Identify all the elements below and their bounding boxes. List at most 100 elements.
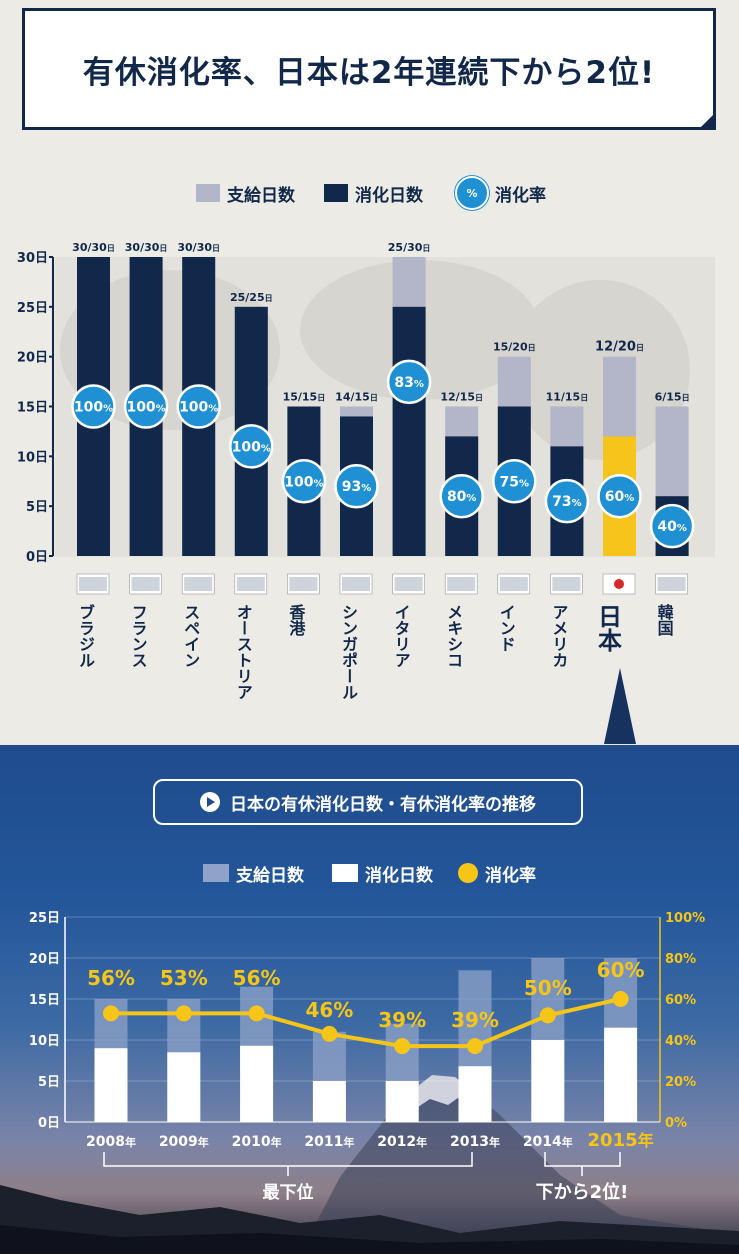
top-label: 30/30日 bbox=[72, 241, 115, 254]
country-label: イタリア bbox=[392, 604, 411, 668]
used-bar bbox=[604, 1027, 638, 1122]
map-continent-shape bbox=[60, 270, 280, 430]
legend2-used-swatch bbox=[332, 864, 358, 882]
top-label: 12/20日 bbox=[595, 340, 644, 355]
year-label: 2012年 bbox=[377, 1134, 427, 1150]
y2-tick-label: 20% bbox=[665, 1075, 696, 1090]
y-tick-label: 25日 bbox=[17, 301, 48, 316]
used-bar bbox=[392, 306, 426, 556]
rate-point bbox=[175, 1005, 192, 1022]
country-label: 韓国 bbox=[655, 603, 674, 637]
rate-circle bbox=[649, 503, 695, 549]
second-label: 下から2位! bbox=[536, 1181, 629, 1203]
rate-circle bbox=[229, 424, 274, 469]
country-chart: 0日 5日 10日 15日 20日 25日 30日 30/30日 100% ブラジル 30/30日 1… bbox=[17, 241, 715, 700]
top-label: 6/15日 bbox=[655, 391, 690, 404]
y-tick-label: 15日 bbox=[29, 993, 60, 1008]
rate-label: 60% bbox=[605, 489, 635, 505]
rate-point bbox=[539, 1007, 556, 1024]
rate-label: 100% bbox=[126, 400, 165, 416]
y-tick-label: 30日 bbox=[17, 251, 48, 266]
rate-label: 100% bbox=[179, 400, 218, 416]
used-bar bbox=[385, 1081, 419, 1122]
rate-label: 73% bbox=[552, 494, 582, 510]
rate-point bbox=[103, 1005, 119, 1022]
flag-inner bbox=[236, 577, 265, 591]
used-bar bbox=[312, 1081, 346, 1122]
rate-label: 80% bbox=[447, 489, 477, 505]
legend-top: 支給日数 消化日数 % 消化率 bbox=[0, 176, 739, 210]
y2-tick-label: 100% bbox=[665, 911, 705, 926]
y-tick-label: 20日 bbox=[29, 952, 60, 967]
subtitle-pill: 日本の有休消化日数・有休消化率の推移 bbox=[153, 779, 583, 825]
flag-inner bbox=[79, 577, 107, 591]
rate-circle bbox=[123, 384, 169, 429]
y2-tick-label: 80% bbox=[665, 952, 696, 967]
worst-label: 最下位 bbox=[263, 1182, 314, 1203]
country-label: アメリカ bbox=[549, 604, 568, 668]
legend-supply: 支給日数 bbox=[196, 177, 295, 209]
top-label: 15/15日 bbox=[283, 391, 326, 404]
flag-inner bbox=[499, 577, 528, 591]
rate-circle bbox=[281, 459, 327, 504]
title-box: 有休消化率、日本は2年連続下から2位! bbox=[22, 8, 716, 130]
country-label: シンガポール bbox=[339, 604, 358, 700]
country-label: スペイン bbox=[181, 604, 200, 668]
rate-label: 53% bbox=[160, 966, 208, 990]
flag-inner bbox=[447, 577, 476, 591]
country-label: フランス bbox=[129, 604, 148, 668]
flag-inner bbox=[342, 577, 370, 591]
y-tick-label: 15日 bbox=[17, 401, 48, 416]
rate-point bbox=[248, 1005, 265, 1022]
rate-circle bbox=[386, 359, 432, 405]
legend-used: 消化日数 bbox=[324, 177, 423, 209]
legend2-supply-label: 支給日数 bbox=[236, 865, 304, 886]
japan-pointer bbox=[604, 668, 636, 744]
legend2-used-label: 消化日数 bbox=[365, 865, 433, 886]
rate-label: 46% bbox=[305, 998, 353, 1022]
legend-supply-swatch bbox=[196, 184, 220, 202]
legend-rate-label: 消化率 bbox=[495, 185, 546, 206]
worst-bracket bbox=[103, 1152, 473, 1167]
legend-rate: % 消化率 bbox=[455, 176, 546, 210]
play-icon bbox=[200, 792, 220, 812]
legend2-supply-swatch bbox=[203, 864, 229, 882]
used-bar bbox=[458, 1066, 492, 1122]
y-tick-label: 10日 bbox=[17, 450, 48, 465]
y-tick-label: 0日 bbox=[38, 1116, 60, 1131]
flag-inner bbox=[657, 577, 686, 591]
legend2-rate: 消化率 bbox=[458, 858, 536, 888]
rate-label: 100% bbox=[74, 400, 113, 416]
rate-label: 39% bbox=[378, 1008, 426, 1032]
country-label: メキシコ bbox=[444, 604, 463, 668]
rate-circle bbox=[334, 463, 379, 509]
y-tick-label: 0日 bbox=[26, 550, 48, 565]
rate-label: 50% bbox=[524, 976, 572, 1000]
rate-label: 100% bbox=[284, 474, 323, 490]
legend-used-label: 消化日数 bbox=[355, 185, 423, 206]
rate-line bbox=[111, 997, 622, 1049]
y-tick-label: 5日 bbox=[26, 500, 48, 515]
trend-chart: 0日 5日 10日 15日 20日 25日 0% 20% 40% 60% 80% 100% 2008年 5… bbox=[29, 911, 705, 1203]
used-bar bbox=[94, 1048, 128, 1122]
rate-label: 75% bbox=[500, 474, 530, 490]
rate-circle bbox=[544, 478, 590, 524]
top-label: 12/15日 bbox=[440, 391, 483, 404]
rate-label: 56% bbox=[233, 966, 281, 990]
legend2-rate-label: 消化率 bbox=[485, 865, 536, 886]
used-bar bbox=[531, 1040, 565, 1122]
top-label: 25/30日 bbox=[388, 241, 431, 254]
country-label: 日本 bbox=[594, 604, 622, 652]
rate-label: 60% bbox=[597, 958, 645, 982]
top-label: 25/25日 bbox=[230, 291, 273, 304]
top-label: 14/15日 bbox=[335, 391, 378, 404]
y2-tick-label: 0% bbox=[665, 1116, 687, 1131]
y-tick-label: 20日 bbox=[17, 351, 48, 366]
year-label: 2008年 bbox=[86, 1134, 136, 1150]
used-bar bbox=[240, 1045, 274, 1122]
legend-supply-label: 支給日数 bbox=[227, 185, 295, 206]
y-tick-label: 5日 bbox=[38, 1075, 60, 1090]
y-tick-label: 10日 bbox=[29, 1034, 60, 1049]
rate-label: 40% bbox=[657, 519, 687, 535]
flag-inner bbox=[184, 577, 213, 591]
